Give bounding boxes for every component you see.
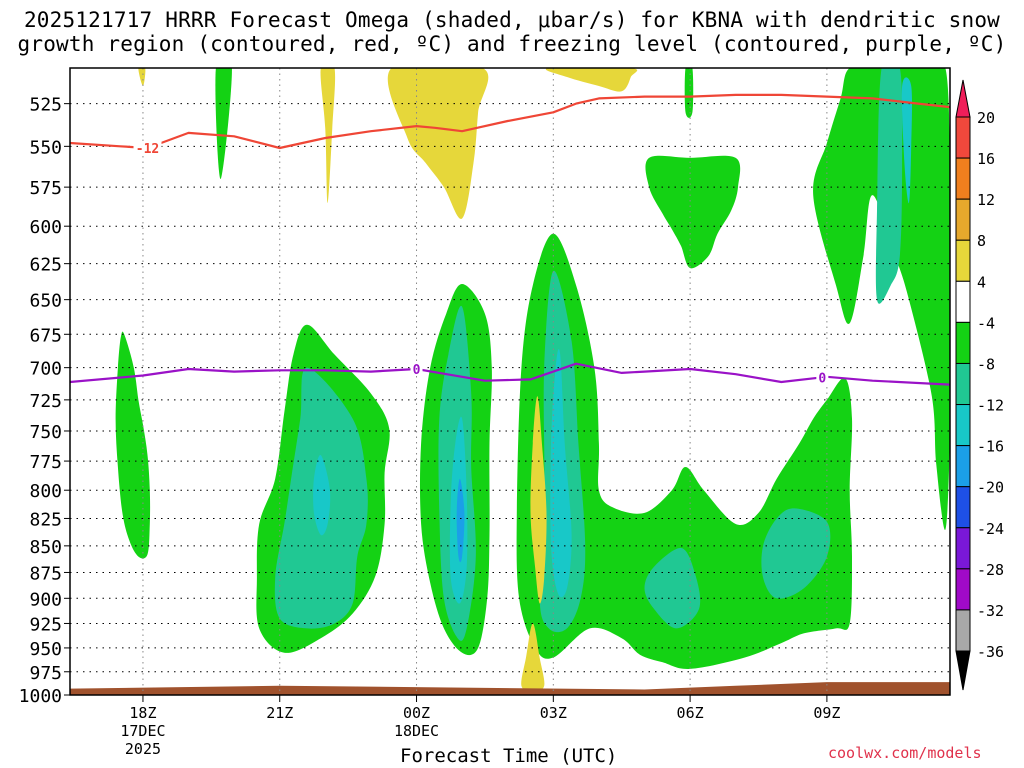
y-tick-label-825: 825: [29, 509, 62, 530]
colorbar-box-6: [955, 321, 971, 364]
omega-region-19: [456, 478, 465, 563]
colorbar-label-3: 8: [977, 232, 986, 250]
contour-label-bg-1-0: [410, 361, 423, 375]
omega-region-18: [901, 77, 913, 204]
y-tick-label-950: 950: [29, 639, 62, 660]
y-tick-label-775: 775: [29, 452, 62, 473]
omega-region-12: [644, 547, 701, 629]
colorbar-label-7: -12: [977, 397, 1004, 415]
x-axis-title: Forecast Time (UTC): [400, 745, 618, 767]
plot-frame: [69, 67, 951, 696]
x-tick-label-06Z: 06Z: [677, 704, 704, 722]
colorbar-label-2: 12: [977, 191, 995, 209]
omega-region-17: [550, 348, 572, 598]
colorbar-label-13: -36: [977, 643, 1004, 661]
contour-label-1-0: 0: [413, 363, 421, 378]
colorbar-label-0: 20: [977, 109, 995, 127]
colorbar-box-10: [955, 486, 971, 529]
y-tick-label-975: 975: [29, 663, 62, 684]
colorbar-label-5: -4: [977, 314, 995, 332]
y-tick-label-1000: 1000: [19, 686, 62, 707]
y-tick-label-750: 750: [29, 422, 62, 443]
colorbar-box-9: [955, 445, 971, 488]
omega-region-24: [530, 396, 547, 604]
contour-label-bg-1-1: [816, 370, 829, 384]
omega-region-22: [387, 68, 489, 219]
omega-region-14: [875, 68, 903, 304]
omega-fill-layer: [70, 68, 950, 695]
chart-title-line-1: 2025121717 HRRR Forecast Omega (shaded, …: [23, 8, 1001, 32]
contour-layer: -12 0 0: [70, 93, 950, 386]
colorbar-label-9: -20: [977, 479, 1004, 497]
colorbar-box-5: [955, 280, 971, 323]
x-tick-sublabel-18Z: 17DEC: [120, 722, 165, 740]
colorbar-label-12: -32: [977, 602, 1004, 620]
colorbar-label-4: 4: [977, 273, 986, 291]
colorbar-label-10: -24: [977, 520, 1004, 538]
y-tick-label-600: 600: [29, 217, 62, 238]
y-tick-label-850: 850: [29, 537, 62, 558]
y-tick-label-875: 875: [29, 563, 62, 584]
contour-label-0-0: -12: [136, 142, 159, 157]
omega-region-21: [320, 68, 336, 203]
y-tick-label-625: 625: [29, 255, 62, 276]
x-tick-label-09Z: 09Z: [813, 704, 840, 722]
colorbar-box-7: [955, 362, 971, 406]
omega-region-20: [138, 68, 146, 86]
credit-link[interactable]: coolwx.com/models: [828, 744, 982, 762]
omega-region-7: [684, 68, 694, 118]
colorbar-label-8: -16: [977, 438, 1004, 456]
y-tick-label-725: 725: [29, 391, 62, 412]
omega-region-5: [645, 155, 741, 269]
x-tick-sublabel-00Z: 18DEC: [394, 722, 439, 740]
colorbar-top-triangle: [955, 79, 971, 118]
ground-surface: [70, 682, 950, 695]
y-tick-label-550: 550: [29, 137, 62, 158]
y-tick-label-575: 575: [29, 178, 62, 199]
x-tick-label-03Z: 03Z: [540, 704, 567, 722]
contour-label-bg-0-0: [133, 141, 162, 155]
y-tick-label-700: 700: [29, 359, 62, 380]
y-tick-label-675: 675: [29, 325, 62, 346]
omega-region-8: [215, 68, 232, 180]
omega-region-1: [115, 331, 151, 559]
colorbar-box-13: [955, 609, 971, 652]
omega-region-25: [521, 623, 545, 691]
omega-region-6: [813, 68, 950, 530]
y-tick-label-800: 800: [29, 481, 62, 502]
x-tick-label-00Z: 00Z: [403, 704, 430, 722]
y-tick-label-650: 650: [29, 291, 62, 312]
colorbar-label-11: -28: [977, 561, 1004, 579]
colorbar-box-8: [955, 404, 971, 447]
colorbar-box-12: [955, 568, 971, 611]
y-tick-label-525: 525: [29, 95, 62, 116]
x-tick-label-18Z: 18Z: [129, 704, 156, 722]
omega-region-15: [313, 454, 331, 536]
y-tick-label-900: 900: [29, 589, 62, 610]
x-tick-year-18Z: 2025: [125, 740, 161, 758]
colorbar-bottom-triangle: [955, 650, 971, 691]
colorbar-box-4: [955, 239, 971, 282]
contour-1: [70, 362, 950, 386]
x-tick-label-21Z: 21Z: [266, 704, 293, 722]
contour-label-1-1: 0: [818, 371, 826, 386]
colorbar-label-6: -8: [977, 355, 995, 373]
chart-title-line-2: growth region (contoured, red, ºC) and f…: [17, 32, 1007, 56]
y-tick-label-925: 925: [29, 614, 62, 635]
omega-region-23: [545, 68, 638, 92]
colorbar-box-11: [955, 527, 971, 570]
colorbar: 20 16 12 8 4 -4 -8 -12 -16 -20 -24 -28 -32 -36: [955, 79, 1004, 691]
omega-region-13: [761, 508, 831, 599]
y-axis: 525 550 575 600 625 650 675 700 725 750 775 800 825 8…: [19, 95, 70, 707]
colorbar-box-1: [955, 116, 971, 159]
colorbar-box-2: [955, 157, 971, 200]
colorbar-label-1: 16: [977, 150, 995, 168]
colorbar-box-3: [955, 198, 971, 241]
contour-0: [70, 93, 950, 150]
